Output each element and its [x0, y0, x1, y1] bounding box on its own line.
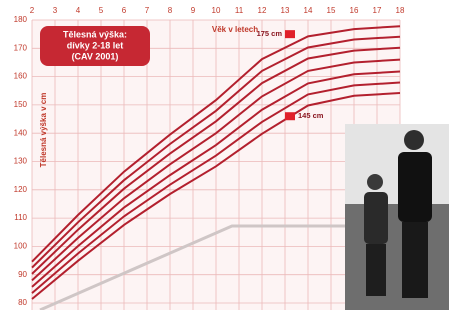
- x-tick-label: 13: [281, 6, 290, 15]
- x-tick-label: 5: [99, 6, 104, 15]
- y-tick-label: 160: [14, 72, 28, 81]
- child-body: [364, 192, 388, 244]
- annotation-marker: [285, 112, 295, 120]
- y-tick-label: 130: [14, 157, 28, 166]
- photo: [345, 124, 449, 310]
- x-tick-label: 15: [327, 6, 336, 15]
- chart: Tělesná výška: dívky 2-18 let (CAV 2001)…: [0, 0, 449, 310]
- title-line: Tělesná výška:: [63, 29, 127, 39]
- y-axis-label: Tělesná výška v cm: [39, 93, 48, 168]
- photo-floor: [345, 204, 449, 310]
- y-tick-label: 100: [14, 242, 28, 251]
- x-tick-label: 2: [30, 6, 35, 15]
- x-tick-label: 17: [373, 6, 382, 15]
- girl-head: [404, 130, 424, 150]
- x-tick-label: 10: [212, 6, 221, 15]
- y-tick-label: 140: [14, 128, 28, 137]
- title-line: dívky 2-18 let: [67, 40, 124, 50]
- y-tick-label: 180: [14, 15, 28, 24]
- title-line: (CAV 2001): [72, 51, 119, 61]
- y-tick-label: 150: [14, 100, 28, 109]
- x-tick-label: 9: [191, 6, 196, 15]
- child-legs: [366, 244, 386, 296]
- child-head: [367, 174, 383, 190]
- x-tick-label: 16: [350, 6, 359, 15]
- annotation-marker: [285, 30, 295, 38]
- y-tick-label: 120: [14, 185, 28, 194]
- x-tick-label: 12: [258, 6, 267, 15]
- x-axis-label: Věk v letech: [212, 25, 258, 34]
- x-tick-label: 6: [122, 6, 127, 15]
- x-tick-label: 4: [76, 6, 81, 15]
- girl-legs: [402, 222, 428, 298]
- girl-body: [398, 152, 432, 222]
- x-tick-label: 3: [53, 6, 58, 15]
- y-tick-label: 90: [18, 270, 27, 279]
- x-tick-label: 7: [145, 6, 150, 15]
- photo-wall: [345, 124, 449, 204]
- y-tick-label: 110: [14, 213, 27, 222]
- annotation-label: 175 cm: [257, 29, 283, 38]
- y-tick-label: 170: [14, 43, 28, 52]
- x-tick-label: 8: [168, 6, 173, 15]
- x-tick-label: 14: [304, 6, 313, 15]
- x-tick-label: 18: [396, 6, 405, 15]
- x-tick-label: 11: [235, 6, 244, 15]
- annotation-label: 145 cm: [298, 111, 324, 120]
- y-tick-label: 80: [18, 298, 27, 307]
